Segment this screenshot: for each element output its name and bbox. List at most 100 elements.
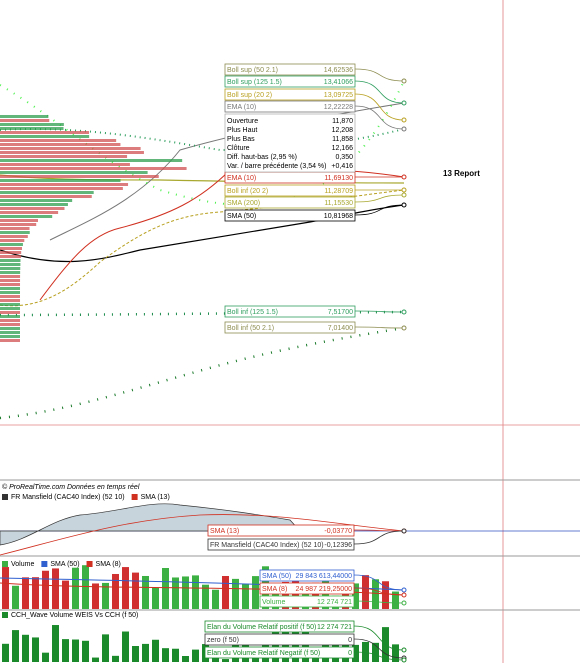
weis-bar [62,639,69,662]
volume-profile-bar [0,315,21,318]
legend-label: CCH_Wave Volume WEIS Vs CCH (f 50) [11,612,138,619]
weis-bar [272,630,279,662]
value-label-value: 13,41066 [324,79,353,86]
end-dot [401,325,407,331]
info-label: Plus Bas [227,136,255,143]
volume-profile-bar [0,123,64,126]
volume-profile-bar [0,287,21,290]
volume-bar [372,579,379,609]
volume-bar [162,568,169,609]
weis-bar [92,657,99,662]
volume-bar [2,567,9,609]
value-label-name: SMA (8) [262,586,287,593]
value-label-box [224,321,356,334]
volume-bar [62,580,69,609]
value-label-box [204,633,355,646]
end-dot [401,309,407,315]
connector [354,68,405,82]
value-label-value: 10,81968 [324,213,353,220]
info-value: 12,166 [332,145,354,152]
volume-profile-bar [0,227,30,230]
volume-profile-bar [0,211,59,214]
volume-profile-bar [0,243,23,246]
value-label-name: EMA (10) [227,104,256,111]
info-label: Var. / barre précédente (3,54 %) [227,163,326,170]
value-label-name: Boll inf (50 2.1) [227,325,274,332]
value-label-name: EMA (10) [227,175,256,182]
info-value: +0,416 [331,163,353,170]
value-label-value: 7,51700 [328,309,353,316]
end-dot [401,657,407,663]
value-label-name: Boll sup (125 1.5) [227,79,282,86]
volume-profile-bar [0,335,21,338]
volume-profile-bar [0,207,65,210]
legend-label: SMA (13) [141,494,170,501]
value-label-name: Elan du Volume Relatif Negatif (f 50) [207,650,320,657]
legend-swatch [86,561,93,567]
end-dot [401,587,407,593]
volume-profile-bar [0,235,28,238]
volume-bar [182,576,189,609]
value-label-name: SMA (13) [210,528,239,535]
volume-profile-bar [0,263,21,266]
connector [353,574,405,591]
value-label-name: Boll sup (20 2) [227,92,272,99]
volume-bar [232,578,239,609]
connector [354,204,405,216]
volume-bar [72,567,79,609]
volume-profile-bar [0,339,20,342]
volume-profile-bar [0,187,123,190]
volume-profile-bar [0,191,94,194]
value-label-value: 24 987 219,25000 [296,586,353,593]
weis-bar [22,634,29,662]
info-value: 0,350 [335,154,353,161]
volume-profile-bar [0,331,21,334]
value-label-box [259,582,355,595]
volume-bar [32,577,39,609]
legend-swatch [2,561,8,567]
legend-label: SMA (8) [96,561,121,568]
value-label-box [204,620,355,633]
volume-profile-bar [0,159,183,162]
end-dot [401,202,407,208]
value-label-value: 11,69130 [324,175,353,182]
weis-bar [392,644,399,662]
weis-bar [72,639,79,662]
end-dot [401,78,407,84]
volume-profile-bar [0,147,141,150]
value-label-name: FR Mansfield (CAC40 Index) (52 10) [210,542,324,549]
volume-bar [42,570,49,609]
connector [354,310,405,313]
volume-profile-bar [0,171,148,174]
value-label-value: 7,01400 [328,325,353,332]
value-label-box [224,100,356,113]
volume-bar [382,581,389,609]
end-dot [401,592,407,598]
value-label-value: -0,03770 [324,528,352,535]
volume-bar [212,589,219,609]
weis-bar [42,652,49,662]
value-label-value: 12,22228 [324,104,353,111]
volume-bar [112,573,119,609]
volume-profile-bar [0,295,21,298]
volume-profile-bar [0,307,21,310]
value-label-value: -0,12396 [324,542,352,549]
weis-bar [142,643,149,662]
value-label-value: 12 274 721 [317,599,352,606]
volume-profile-bar [0,155,128,158]
value-label-box [224,75,356,88]
value-label-box [259,569,355,582]
connector [354,93,405,121]
weis-bar [112,655,119,662]
value-label-box [207,538,355,551]
connector [353,651,405,661]
volume-bar [172,577,179,609]
annotation: 13 Report [443,169,480,178]
legend-swatch [2,494,8,500]
volume-profile-bar [0,239,25,242]
volume-bar [222,576,229,609]
info-value: 11,858 [332,136,353,143]
volume-bar [282,581,289,609]
end-dot [401,117,407,123]
